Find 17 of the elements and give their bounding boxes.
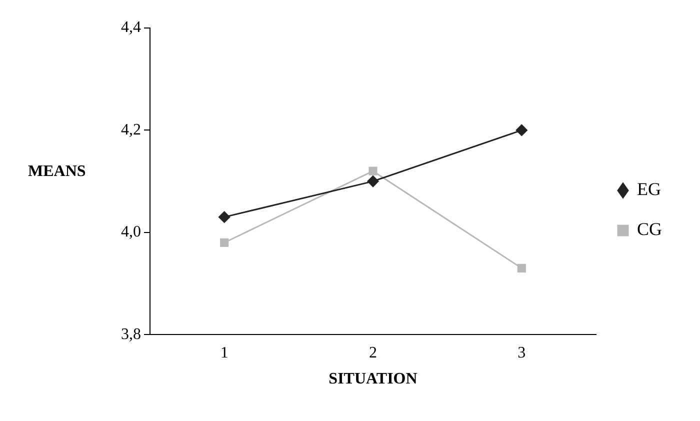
point — [517, 264, 526, 272]
point — [368, 166, 378, 176]
y-tick-label: 4,0 — [121, 224, 141, 241]
y-axis-title: MEANS — [28, 163, 86, 181]
point — [367, 176, 379, 188]
point — [218, 211, 230, 223]
x-axis-title: SITUATION — [328, 370, 418, 388]
point — [220, 238, 229, 247]
y-tick-label: 4,4 — [121, 19, 141, 36]
point — [516, 124, 528, 136]
x-tick-label: 1 — [220, 344, 228, 362]
x-tick-label: 2 — [369, 344, 377, 362]
y-tick-label: 3,8 — [121, 326, 141, 343]
x-tick-label: 3 — [518, 344, 526, 362]
y-tick-label: 4,2 — [121, 121, 141, 138]
legend-label: EG — [636, 179, 661, 200]
legend-label: CG — [636, 219, 662, 240]
